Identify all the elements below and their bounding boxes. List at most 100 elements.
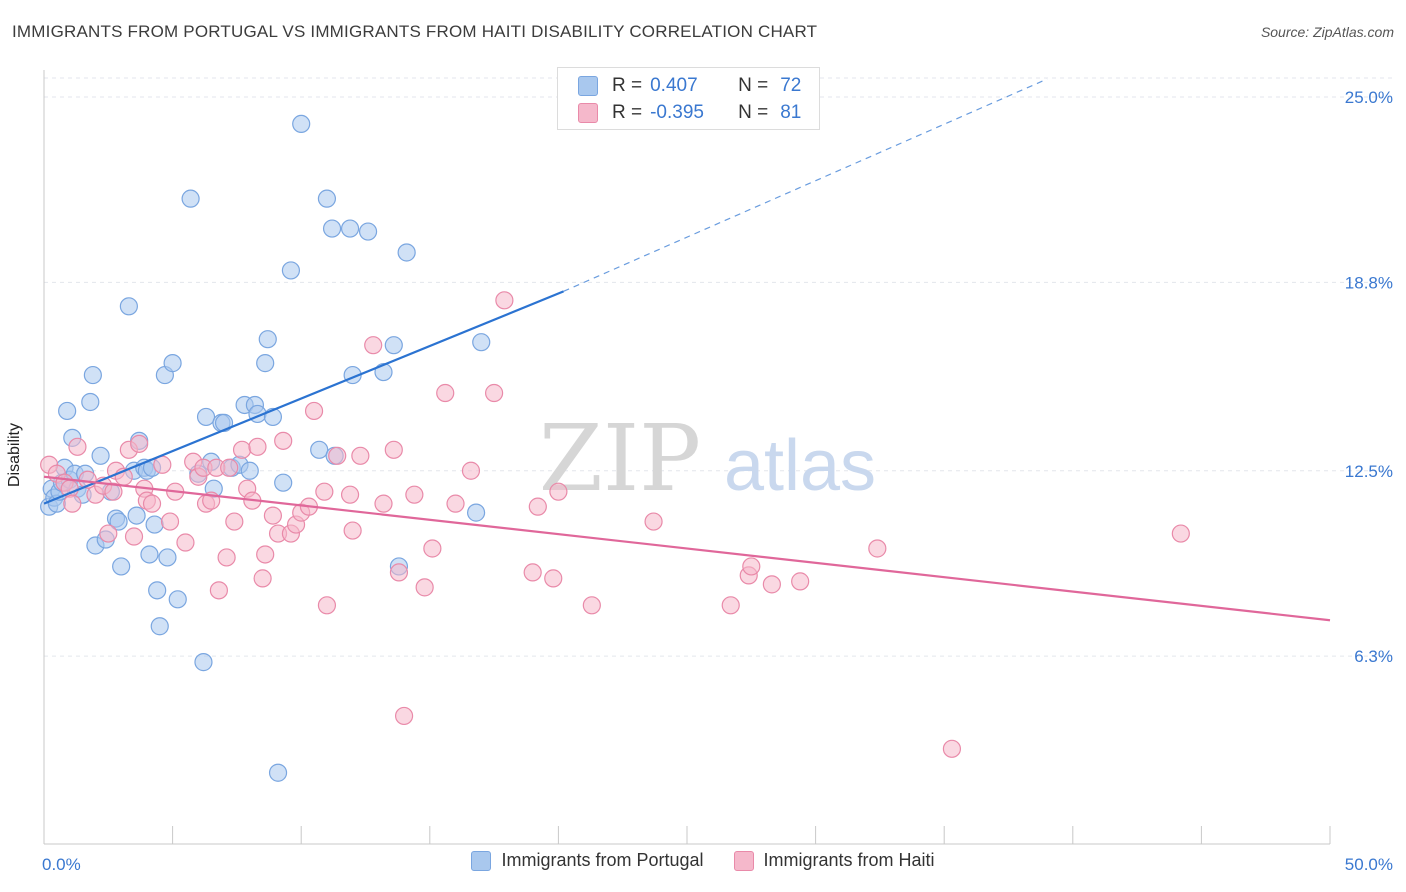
haiti-point bbox=[1171, 524, 1190, 543]
haiti-point bbox=[942, 739, 962, 758]
haiti-point bbox=[99, 524, 118, 543]
haiti-point bbox=[124, 527, 144, 546]
portugal-point bbox=[317, 189, 337, 208]
portugal-point bbox=[384, 336, 403, 355]
axes bbox=[43, 70, 1331, 845]
haiti-legend-swatch bbox=[733, 850, 754, 871]
legend-label-portugal: Immigrants from Portugal bbox=[501, 850, 704, 870]
y-tick-label: 6.3% bbox=[1354, 647, 1393, 666]
n-value-haiti: 81 bbox=[780, 102, 802, 123]
portugal-point bbox=[274, 473, 293, 492]
portugal-point bbox=[140, 545, 159, 564]
portugal-point bbox=[196, 407, 216, 427]
r-value-haiti: -0.395 bbox=[650, 102, 704, 123]
legend-label-haiti: Immigrants from Haiti bbox=[763, 850, 935, 870]
haiti-point bbox=[446, 494, 465, 513]
portugal-point bbox=[281, 261, 301, 280]
bottom-legend: Immigrants from Portugal Immigrants from… bbox=[0, 850, 1406, 871]
data-points bbox=[40, 114, 1190, 782]
portugal-point bbox=[214, 413, 234, 433]
haiti-point bbox=[364, 336, 383, 355]
watermark: ZIP atlas bbox=[539, 405, 876, 512]
haiti-point bbox=[762, 575, 781, 594]
haiti-point bbox=[384, 440, 403, 459]
source-label: Source: ZipAtlas.com bbox=[1260, 24, 1394, 40]
portugal-point bbox=[158, 548, 177, 567]
haiti-point bbox=[209, 581, 228, 600]
haiti-point bbox=[256, 545, 275, 564]
haiti-point bbox=[495, 291, 514, 310]
haiti-point bbox=[528, 497, 547, 516]
x-tick-label: 0.0% bbox=[42, 855, 81, 874]
haiti-point bbox=[389, 563, 409, 582]
watermark-atlas: atlas bbox=[724, 426, 876, 506]
haiti-point bbox=[485, 383, 504, 403]
haiti-point bbox=[351, 446, 370, 465]
grid-lines bbox=[44, 77, 1392, 657]
haiti-point bbox=[549, 482, 568, 501]
portugal-point bbox=[181, 189, 200, 208]
haiti-point bbox=[304, 401, 324, 421]
portugal-point bbox=[145, 515, 164, 534]
legend-item-portugal[interactable]: Immigrants from Portugal bbox=[471, 850, 704, 871]
haiti-point bbox=[130, 434, 149, 453]
haiti-point bbox=[405, 485, 424, 504]
portugal-point bbox=[194, 653, 213, 672]
x-tick-labels: 0.0% 50.0% bbox=[42, 855, 1393, 874]
y-tick-label: 12.5% bbox=[1345, 462, 1393, 481]
haiti-point bbox=[523, 563, 542, 582]
haiti-point bbox=[394, 706, 414, 726]
portugal-point bbox=[310, 440, 329, 459]
haiti-point bbox=[220, 458, 239, 477]
haiti-point bbox=[248, 437, 267, 456]
haiti-point bbox=[232, 440, 252, 459]
haiti-point bbox=[68, 437, 87, 456]
haiti-point bbox=[721, 596, 740, 615]
legend-item-haiti[interactable]: Immigrants from Haiti bbox=[733, 850, 935, 871]
haiti-point bbox=[176, 533, 195, 552]
portugal-point bbox=[374, 362, 393, 382]
haiti-point bbox=[142, 494, 162, 513]
haiti-point bbox=[317, 596, 337, 615]
r-value-portugal: 0.407 bbox=[650, 75, 698, 96]
haiti-trend-line bbox=[43, 475, 1331, 622]
n-label: N = bbox=[738, 102, 769, 123]
portugal-trend-line bbox=[43, 290, 564, 505]
haiti-point bbox=[461, 461, 481, 480]
portugal-point bbox=[397, 243, 416, 262]
portugal-point bbox=[258, 330, 277, 349]
haiti-point bbox=[868, 539, 887, 558]
n-value-portugal: 72 bbox=[780, 75, 802, 96]
haiti-point bbox=[63, 494, 82, 513]
portugal-point bbox=[163, 354, 182, 373]
portugal-point bbox=[112, 557, 131, 576]
r-label: R = bbox=[612, 102, 643, 123]
r-label: R = bbox=[612, 75, 643, 96]
portugal-point bbox=[148, 581, 167, 600]
portugal-point bbox=[127, 506, 146, 525]
haiti-point bbox=[340, 485, 360, 504]
haiti-point bbox=[217, 548, 236, 567]
portugal-point bbox=[81, 392, 100, 412]
x-tick-label: 50.0% bbox=[1345, 855, 1393, 874]
portugal-point bbox=[240, 461, 259, 480]
haiti-point bbox=[544, 569, 563, 588]
portugal-point bbox=[150, 617, 169, 636]
portugal-point bbox=[91, 446, 110, 465]
haiti-point bbox=[343, 521, 362, 540]
portugal-swatch bbox=[578, 76, 598, 96]
portugal-point bbox=[168, 590, 187, 609]
haiti-point bbox=[415, 578, 434, 597]
stats-row-portugal: R = 0.407 N = 72 bbox=[578, 73, 801, 99]
haiti-point bbox=[225, 512, 244, 531]
portugal-point bbox=[109, 512, 128, 531]
haiti-point bbox=[328, 446, 347, 465]
portugal-point bbox=[358, 222, 378, 241]
portugal-point bbox=[58, 401, 77, 421]
portugal-point bbox=[472, 333, 491, 352]
haiti-swatch bbox=[578, 103, 598, 123]
chart-title: IMMIGRANTS FROM PORTUGAL VS IMMIGRANTS F… bbox=[12, 22, 818, 41]
haiti-point bbox=[274, 431, 293, 450]
haiti-point bbox=[423, 539, 442, 558]
